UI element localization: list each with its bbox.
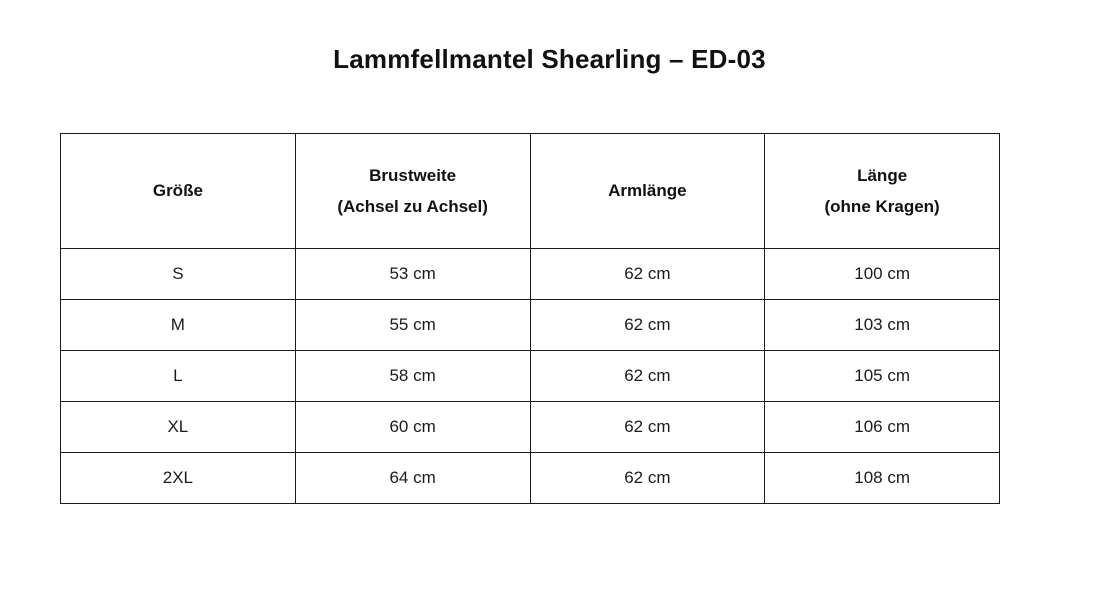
header-groesse: Größe <box>60 133 296 249</box>
cell-chest: 53 cm <box>294 248 531 300</box>
cell-arm: 62 cm <box>529 401 766 453</box>
table-row-2xl: 2XL 64 cm 62 cm 108 cm <box>60 452 1000 504</box>
cell-chest: 64 cm <box>294 452 531 504</box>
cell-length: 103 cm <box>764 299 1000 351</box>
cell-chest: 58 cm <box>294 350 531 402</box>
cell-size: XL <box>60 401 296 453</box>
header-armlaenge: Armlänge <box>529 133 766 249</box>
table-row-m: M 55 cm 62 cm 103 cm <box>60 299 1000 351</box>
table-row-xl: XL 60 cm 62 cm 106 cm <box>60 401 1000 453</box>
cell-size: L <box>60 350 296 402</box>
table-row-l: L 58 cm 62 cm 105 cm <box>60 350 1000 402</box>
cell-length: 108 cm <box>764 452 1000 504</box>
cell-arm: 62 cm <box>529 350 766 402</box>
cell-arm: 62 cm <box>529 248 766 300</box>
page-title: Lammfellmantel Shearling – ED-03 <box>333 44 766 74</box>
table-row-s: S 53 cm 62 cm 100 cm <box>60 248 1000 300</box>
header-laenge: Länge (ohne Kragen) <box>764 133 1000 249</box>
cell-size: M <box>60 299 296 351</box>
cell-arm: 62 cm <box>529 299 766 351</box>
cell-length: 100 cm <box>764 248 1000 300</box>
cell-arm: 62 cm <box>529 452 766 504</box>
header-row: Größe Brustweite (Achsel zu Achsel) Arml… <box>60 133 1000 249</box>
cell-size: S <box>60 248 296 300</box>
cell-length: 105 cm <box>764 350 1000 402</box>
cell-size: 2XL <box>60 452 296 504</box>
cell-length: 106 cm <box>764 401 1000 453</box>
size-table: Größe Brustweite (Achsel zu Achsel) Arml… <box>60 133 1000 504</box>
header-brustweite: Brustweite (Achsel zu Achsel) <box>294 133 531 249</box>
cell-chest: 60 cm <box>294 401 531 453</box>
size-table-body: S 53 cm 62 cm 100 cm M 55 cm 62 cm 103 c… <box>60 248 1000 504</box>
size-table-header: Größe Brustweite (Achsel zu Achsel) Arml… <box>60 133 1000 249</box>
cell-chest: 55 cm <box>294 299 531 351</box>
